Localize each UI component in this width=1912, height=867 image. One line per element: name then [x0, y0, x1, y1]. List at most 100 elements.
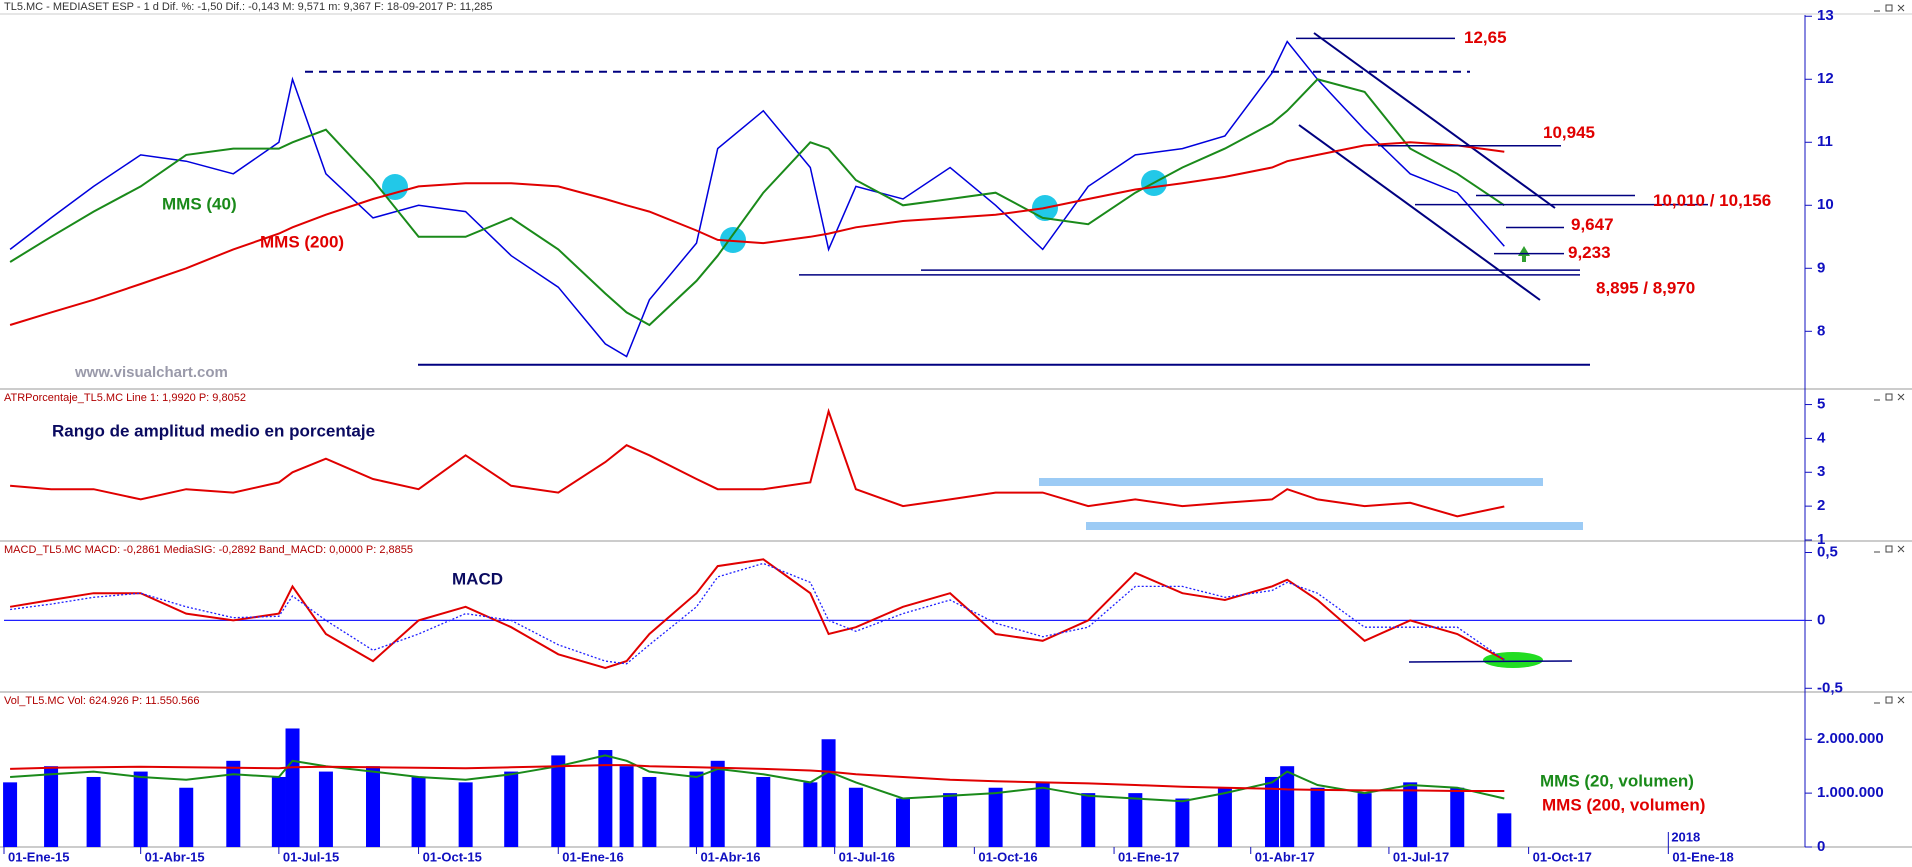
volume-bar	[803, 782, 818, 847]
legend-label: MMS (40)	[162, 194, 237, 213]
level-label: 8,895 / 8,970	[1596, 278, 1695, 297]
atr-band	[1039, 478, 1543, 486]
watermark: www.visualchart.com	[74, 364, 228, 381]
x-tick-label: 01-Jul-15	[283, 849, 339, 864]
y-tick-label: 10	[1817, 196, 1834, 213]
y-tick-label: 2.000.000	[1817, 730, 1884, 747]
x-tick-label: 01-Abr-16	[700, 849, 760, 864]
x-tick-label: 01-Oct-15	[423, 849, 482, 864]
y-tick-label: 11	[1817, 133, 1833, 150]
volume-bar	[756, 776, 771, 847]
panel-title: ATRPorcentaje_TL5.MC Line 1: 1,9920 P: 9…	[4, 392, 246, 404]
level-label: 12,65	[1464, 28, 1507, 47]
y-tick-label: 13	[1817, 7, 1834, 24]
y-tick-label: 2	[1817, 497, 1825, 514]
panel-title: Vol_TL5.MC Vol: 624.926 P: 11.550.566	[4, 695, 200, 707]
y-tick-label: -0,5	[1817, 679, 1843, 696]
x-tick-label: 01-Ene-16	[562, 849, 623, 864]
series-line	[10, 754, 1505, 803]
volume-bar	[226, 760, 241, 847]
panel-title: MACD_TL5.MC MACD: -0,2861 MediaSIG: -0,2…	[4, 544, 413, 556]
panel-subtitle: MACD	[452, 569, 503, 588]
volume-bar	[1403, 782, 1418, 847]
x-tick-label: 01-Jul-16	[839, 849, 895, 864]
legend-label: MMS (20, volumen)	[1540, 771, 1694, 790]
volume-bar	[689, 771, 704, 847]
volume-bar	[133, 771, 148, 847]
series-line	[10, 764, 1505, 792]
volume-bar	[1128, 793, 1143, 847]
series-line	[9, 40, 1505, 358]
x-tick-label: 01-Oct-16	[978, 849, 1037, 864]
x-tick-label: 01-Abr-17	[1255, 849, 1315, 864]
macd-highlight	[1483, 652, 1543, 668]
volume-bar	[86, 776, 101, 847]
volume-bar	[504, 771, 519, 847]
volume-bar	[848, 787, 863, 847]
panel-title: TL5.MC - MEDIASET ESP - 1 d Dif. %: -1,5…	[4, 1, 493, 13]
y-tick-label: 0	[1817, 611, 1825, 628]
x-tick-label: 01-Abr-15	[145, 849, 205, 864]
x-tick-label: 01-Ene-15	[8, 849, 69, 864]
level-label: 9,233	[1568, 243, 1611, 262]
volume-bar	[458, 782, 473, 847]
y-tick-label: 5	[1817, 396, 1825, 413]
volume-bar	[710, 760, 725, 847]
level-label: 9,647	[1571, 215, 1614, 234]
channel-line	[1313, 32, 1556, 209]
legend-label: MMS (200)	[260, 232, 344, 251]
volume-bar	[1497, 813, 1512, 847]
volume-bar	[271, 776, 286, 847]
y-tick-label: 1.000.000	[1817, 784, 1884, 801]
window-control[interactable]	[1874, 545, 1905, 553]
y-tick-label: 1	[1817, 531, 1825, 548]
volume-bar	[1217, 787, 1232, 847]
volume-bar	[366, 766, 381, 847]
volume-bar	[598, 750, 613, 847]
series-line	[9, 558, 1505, 669]
x-tick-label: 01-Ene-18	[1672, 849, 1733, 864]
volume-bar	[895, 798, 910, 847]
y-tick-label: 9	[1817, 259, 1825, 276]
panel-subtitle: Rango de amplitud medio en porcentaje	[52, 421, 375, 440]
window-control[interactable]	[1874, 4, 1905, 12]
legend-label: MMS (200, volumen)	[1542, 795, 1705, 814]
y-tick-label: 0	[1817, 838, 1825, 855]
volume-bar	[179, 787, 194, 847]
volume-bar	[1450, 787, 1465, 847]
volume-bar	[988, 787, 1003, 847]
volume-bar	[1264, 776, 1279, 847]
series-line	[10, 407, 1505, 518]
window-control[interactable]	[1874, 696, 1905, 704]
volume-bar	[3, 782, 18, 847]
volume-bar	[411, 776, 426, 847]
window-control[interactable]	[1874, 393, 1905, 401]
volume-bar	[1310, 787, 1325, 847]
x-tick-label: 01-Oct-17	[1533, 849, 1592, 864]
volume-bar	[1175, 798, 1190, 847]
volume-bar	[821, 739, 836, 847]
macd-support	[1408, 660, 1573, 663]
window-controls	[1874, 4, 1905, 704]
volume-bar	[1280, 766, 1295, 847]
x-tick-label: 01-Jul-17	[1393, 849, 1449, 864]
volume-bar	[44, 766, 59, 847]
series-line	[10, 562, 1505, 665]
volume-bar	[642, 776, 657, 847]
level-label: 10,010 / 10,156	[1653, 191, 1771, 210]
volume-bar	[1081, 793, 1096, 847]
year-label: 2018	[1671, 829, 1700, 844]
volume-bar	[285, 728, 300, 847]
y-tick-label: 3	[1817, 463, 1825, 480]
volume-bar	[1357, 793, 1372, 847]
level-label: 10,945	[1543, 123, 1595, 142]
y-tick-label: 0,5	[1817, 543, 1838, 560]
x-tick-label: 01-Ene-17	[1118, 849, 1179, 864]
volume-bar	[943, 793, 958, 847]
cross-marker	[382, 174, 408, 200]
volume-bar	[551, 755, 566, 847]
y-tick-label: 12	[1817, 70, 1834, 87]
volume-bar	[318, 771, 333, 847]
